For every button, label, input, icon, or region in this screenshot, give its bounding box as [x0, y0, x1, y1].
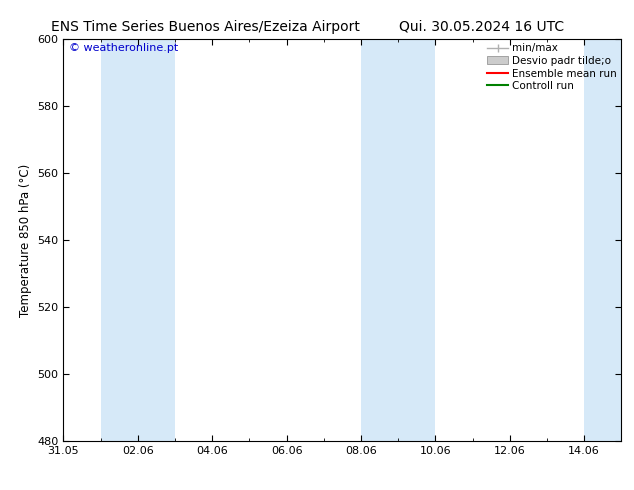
Text: ENS Time Series Buenos Aires/Ezeiza Airport: ENS Time Series Buenos Aires/Ezeiza Airp…: [51, 20, 359, 34]
Bar: [361, 39, 436, 441]
Bar: [101, 39, 175, 441]
Legend: min/max, Desvio padr tilde;o, Ensemble mean run, Controll run: min/max, Desvio padr tilde;o, Ensemble m…: [485, 41, 619, 93]
Bar: [584, 39, 621, 441]
Y-axis label: Temperature 850 hPa (°C): Temperature 850 hPa (°C): [19, 164, 32, 317]
Text: © weatheronline.pt: © weatheronline.pt: [69, 43, 178, 53]
Text: Qui. 30.05.2024 16 UTC: Qui. 30.05.2024 16 UTC: [399, 20, 564, 34]
